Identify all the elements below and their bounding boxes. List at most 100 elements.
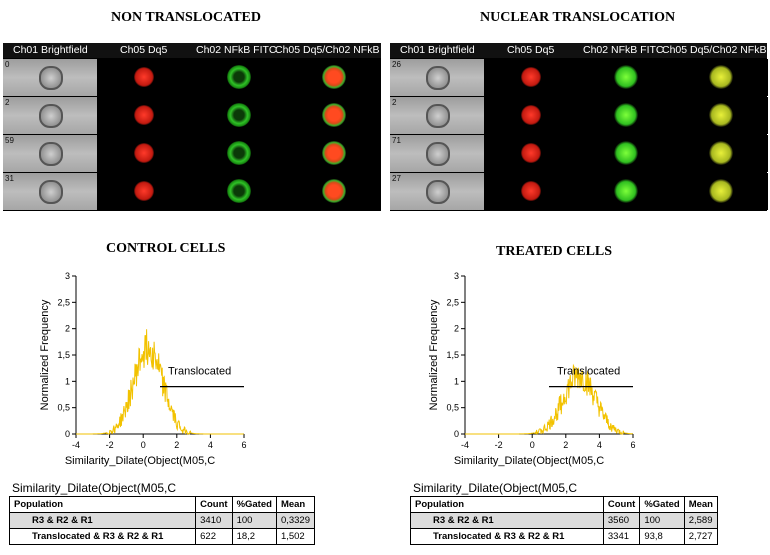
table-row: Translocated & R3 & R2 & R1 622 18,2 1,5… — [8, 528, 316, 545]
image-gallery-right: Ch01 Brightfield Ch05 Dq5 Ch02 NFkB FITC… — [390, 43, 768, 211]
nfkb-channel-image — [193, 97, 287, 134]
cell-population: Translocated & R3 & R2 & R1 — [8, 528, 197, 545]
col-mean: Mean — [683, 496, 719, 513]
nucleus-blob — [134, 67, 154, 87]
merged-channel-image — [675, 97, 768, 134]
cell-gated: 93,8 — [639, 528, 685, 545]
cell-silhouette — [426, 104, 450, 128]
cell-gated: 100 — [231, 512, 277, 529]
col-count: Count — [602, 496, 641, 513]
nfkb-channel-image — [580, 173, 674, 210]
table-row: R3 & R2 & R1 3410 100 0,3329 — [8, 512, 316, 529]
y-tick-label: 1,5 — [57, 350, 70, 360]
merged-blob — [322, 141, 346, 165]
gallery-row: 71 — [390, 135, 768, 172]
histogram-chart-right: 0 0,5 1 1,5 2 2,5 3 -4 -2 0 2 4 6 Normalized Frequenc… — [428, 271, 636, 467]
x-tick-label: -4 — [72, 440, 80, 450]
col-gated: %Gated — [231, 496, 277, 513]
cell-mean: 2,727 — [683, 528, 719, 545]
object-number: 0 — [5, 60, 10, 69]
nfkb-blob — [227, 65, 251, 89]
nfkb-channel-image — [193, 173, 287, 210]
cell-population: R3 & R2 & R1 — [410, 512, 604, 529]
object-number: 2 — [5, 98, 10, 107]
cell-mean: 2,589 — [683, 512, 719, 529]
cell-silhouette — [39, 104, 63, 128]
brightfield-image: 26 — [390, 59, 484, 96]
merged-blob — [322, 65, 346, 89]
x-tick-label: 6 — [630, 440, 635, 450]
histogram-title-right: TREATED CELLS — [496, 244, 613, 259]
merged-blob — [709, 179, 733, 203]
object-number: 2 — [392, 98, 397, 107]
gallery-row: 59 — [3, 135, 381, 172]
col-count: Count — [195, 496, 233, 513]
col-gated: %Gated — [639, 496, 685, 513]
nucleus-blob — [134, 105, 154, 125]
col-population: Population — [410, 496, 604, 513]
brightfield-image: 2 — [390, 97, 484, 134]
y-tick-label: 2 — [454, 324, 459, 334]
histogram-series — [465, 363, 633, 436]
cell-gated: 100 — [639, 512, 685, 529]
column-header: Ch05 Dq5/Ch02 NFkB F — [662, 44, 767, 56]
x-tick-label: 4 — [208, 440, 213, 450]
gallery-row: 2 — [390, 97, 768, 134]
column-header: Ch02 NFkB FITC — [196, 44, 276, 56]
cell-count: 3560 — [602, 512, 641, 529]
col-population: Population — [8, 496, 197, 513]
brightfield-image: 71 — [390, 135, 484, 172]
table-row: Translocated & R3 & R2 & R1 3341 93,8 2,… — [410, 528, 719, 545]
nfkb-channel-image — [580, 59, 674, 96]
merged-channel-image — [675, 59, 768, 96]
x-tick-label: 0 — [530, 440, 535, 450]
brightfield-image: 2 — [3, 97, 97, 134]
brightfield-image: 0 — [3, 59, 97, 96]
gallery-row: 27 — [390, 173, 768, 210]
gate-label-right: Translocated — [557, 366, 620, 378]
y-axis-label: Normalized Frequency — [428, 299, 440, 410]
dq5-channel-image — [98, 173, 192, 210]
stats-table-left: Population Count %Gated Mean R3 & R2 & R… — [8, 496, 316, 545]
histogram-series — [76, 329, 244, 436]
object-number: 71 — [392, 136, 401, 145]
column-header: Ch05 Dq5 — [120, 44, 168, 56]
histogram-title-left: CONTROL CELLS — [106, 241, 226, 256]
column-header: Ch05 Dq5/Ch02 NFkB F — [275, 44, 381, 56]
x-tick-label: 6 — [241, 440, 246, 450]
column-header: Ch02 NFkB FITC — [583, 44, 663, 56]
dq5-channel-image — [98, 59, 192, 96]
cell-silhouette — [39, 66, 63, 90]
y-tick-label: 3 — [454, 271, 459, 281]
dq5-channel-image — [485, 173, 579, 210]
cell-silhouette — [426, 142, 450, 166]
object-number: 31 — [5, 174, 14, 183]
nfkb-blob — [614, 65, 638, 89]
merged-channel-image — [288, 135, 381, 172]
gallery-row: 26 — [390, 59, 768, 96]
cell-population: R3 & R2 & R1 — [8, 512, 197, 529]
y-tick-label: 0 — [65, 429, 70, 439]
nucleus-blob — [521, 67, 541, 87]
x-tick-label: -4 — [461, 440, 469, 450]
col-mean: Mean — [275, 496, 316, 513]
nfkb-channel-image — [193, 59, 287, 96]
nfkb-blob — [227, 179, 251, 203]
nucleus-blob — [521, 143, 541, 163]
nucleus-blob — [134, 181, 154, 201]
column-header: Ch01 Brightfield — [13, 44, 88, 56]
column-header: Ch01 Brightfield — [400, 44, 475, 56]
cell-count: 622 — [195, 528, 233, 545]
merged-blob — [322, 103, 346, 127]
cell-population: Translocated & R3 & R2 & R1 — [410, 528, 604, 545]
y-axis-label: Normalized Frequency — [39, 299, 51, 410]
merged-blob — [709, 141, 733, 165]
object-number: 26 — [392, 60, 401, 69]
table-header-row: Population Count %Gated Mean — [8, 496, 316, 513]
nfkb-channel-image — [193, 135, 287, 172]
merged-channel-image — [675, 173, 768, 210]
dq5-channel-image — [98, 97, 192, 134]
object-number: 59 — [5, 136, 14, 145]
gallery-row: 0 — [3, 59, 381, 96]
nfkb-blob — [227, 141, 251, 165]
